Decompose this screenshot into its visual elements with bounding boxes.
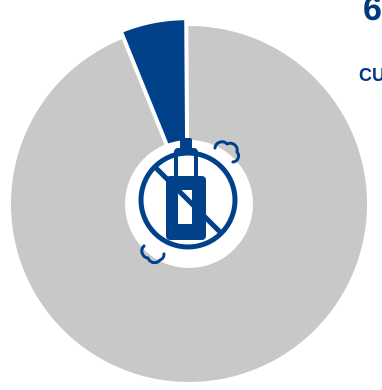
- no-vaping-icon: [138, 138, 241, 265]
- prohibited-ring-icon: [138, 150, 238, 250]
- cropped-subheading-fragment: CU: [359, 66, 382, 84]
- cropped-heading-fragment: 6: [363, 0, 382, 26]
- prohibited-slash-icon: [152, 164, 224, 236]
